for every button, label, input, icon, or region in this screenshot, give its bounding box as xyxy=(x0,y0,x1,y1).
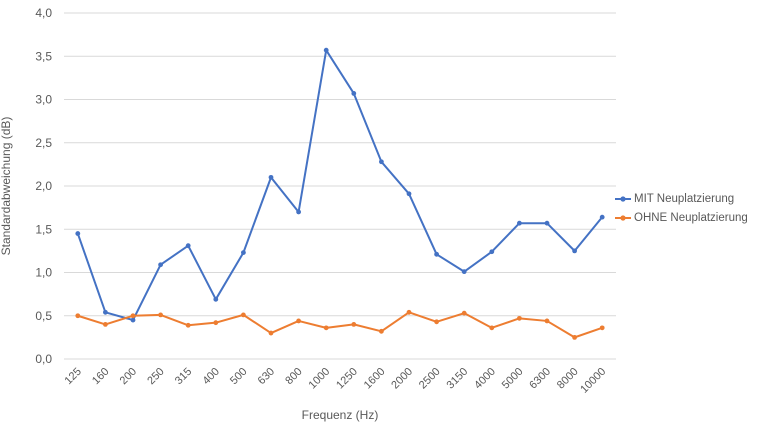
data-point-marker xyxy=(434,319,439,325)
y-tick-label: 1,5 xyxy=(35,222,52,236)
data-point-marker xyxy=(213,296,219,302)
data-point-marker xyxy=(75,313,81,319)
x-tick-label: 1250 xyxy=(334,366,360,392)
line-marker-icon xyxy=(615,215,631,221)
x-tick-label: 3150 xyxy=(445,366,471,392)
x-tick-label: 800 xyxy=(283,366,304,387)
data-point-marker xyxy=(517,220,522,226)
data-point-marker xyxy=(241,250,246,256)
data-point-marker xyxy=(379,159,384,165)
y-tick-label: 0,0 xyxy=(35,352,52,366)
line-marker-icon xyxy=(615,196,631,202)
data-point-marker xyxy=(351,91,357,96)
data-point-marker xyxy=(406,309,412,315)
data-point-marker xyxy=(572,248,577,254)
series-line-1 xyxy=(76,311,604,339)
data-point-marker xyxy=(599,325,605,331)
data-point-marker xyxy=(434,251,439,257)
x-tick-label: 8000 xyxy=(555,366,581,392)
gridlines xyxy=(64,12,616,360)
data-point-marker xyxy=(517,315,522,321)
data-point-marker xyxy=(323,325,329,331)
legend-label: OHNE Neuplatzierung xyxy=(634,212,748,224)
y-tick-label: 3,0 xyxy=(35,93,52,107)
x-tick-label: 200 xyxy=(118,366,139,387)
x-tick-label: 160 xyxy=(90,366,111,387)
y-tick-label: 1,0 xyxy=(35,266,52,280)
y-tick-label: 0,5 xyxy=(35,309,52,323)
y-tick-label: 3,5 xyxy=(35,49,52,63)
data-point-marker xyxy=(268,174,274,180)
data-point-marker xyxy=(323,47,329,53)
data-point-marker xyxy=(599,214,605,220)
data-point-marker xyxy=(213,320,219,326)
data-point-marker xyxy=(185,322,191,328)
data-point-marker xyxy=(406,191,412,197)
x-tick-label: 1000 xyxy=(307,366,333,392)
x-tick-label: 2500 xyxy=(417,366,443,392)
data-point-marker xyxy=(158,312,164,318)
x-tick-label: 2000 xyxy=(389,366,415,392)
data-point-marker xyxy=(296,209,301,215)
y-tick-label: 2,5 xyxy=(35,136,52,150)
x-tick-label: 125 xyxy=(62,366,83,387)
data-point-marker xyxy=(130,313,136,319)
x-tick-label: 250 xyxy=(145,366,166,387)
data-point-marker xyxy=(268,330,274,336)
data-point-marker xyxy=(241,312,246,318)
data-point-marker xyxy=(296,318,301,324)
data-point-marker xyxy=(130,317,136,323)
data-point-marker xyxy=(185,243,191,249)
axis-tick-labels: 0,0 0,5 1,0 1,5 2,0 2,5 3,0 3,5 4,0 125 160 200 250 3… xyxy=(35,6,608,396)
data-point-marker xyxy=(489,325,495,331)
x-tick-label: 10000 xyxy=(578,366,608,396)
legend-item-ohne-neuplatzierung: OHNE Neuplatzierung xyxy=(615,212,748,224)
x-axis-title: Frequenz (Hz) xyxy=(302,408,379,422)
data-point-marker xyxy=(544,220,550,226)
legend-label: MIT Neuplatzierung xyxy=(634,193,735,205)
series-lines xyxy=(75,47,605,340)
data-point-marker xyxy=(379,328,384,334)
data-point-marker xyxy=(75,231,81,236)
legend: MIT Neuplatzierung OHNE Neuplatzierung xyxy=(615,193,748,224)
data-point-marker xyxy=(158,262,164,268)
x-tick-label: 315 xyxy=(173,366,194,387)
x-tick-label: 500 xyxy=(228,366,249,387)
y-tick-label: 2,0 xyxy=(35,179,52,193)
data-point-marker xyxy=(351,322,357,327)
x-tick-label: 6300 xyxy=(527,366,553,392)
data-point-marker xyxy=(572,334,577,340)
x-tick-label: 1600 xyxy=(362,366,388,392)
legend-item-mit-neuplatzierung: MIT Neuplatzierung xyxy=(615,193,748,205)
y-tick-label: 4,0 xyxy=(35,6,52,20)
data-point-marker xyxy=(103,309,108,315)
x-tick-label: 400 xyxy=(200,366,221,387)
data-point-marker xyxy=(544,318,550,324)
data-point-marker xyxy=(489,249,495,255)
y-axis-title: Standardabweichung (dB) xyxy=(0,117,13,256)
data-point-marker xyxy=(103,322,108,327)
x-tick-label: 4000 xyxy=(472,366,498,392)
series-line-0 xyxy=(76,49,604,322)
x-tick-label: 630 xyxy=(256,366,277,387)
data-point-marker xyxy=(461,310,467,316)
data-point-marker xyxy=(461,269,467,275)
x-tick-label: 5000 xyxy=(500,366,526,392)
